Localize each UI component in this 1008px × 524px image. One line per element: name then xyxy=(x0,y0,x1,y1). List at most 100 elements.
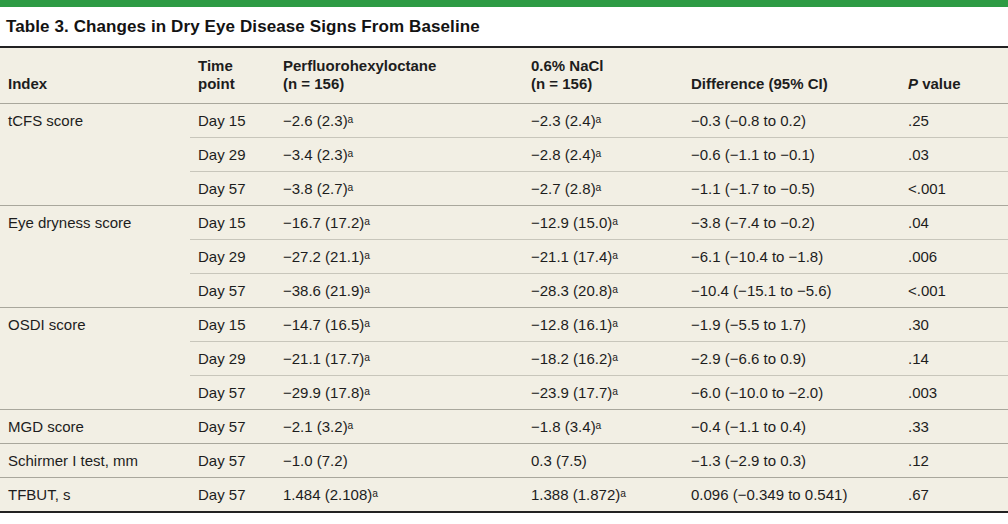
table-row: Eye dryness score Day 15 −16.7 (17.2)ᵃ −… xyxy=(0,206,1008,240)
table-row: Day 29 −21.1 (17.7)ᵃ −18.2 (16.2)ᵃ −2.9 … xyxy=(0,342,1008,376)
cell-time-point: Day 57 xyxy=(190,478,275,513)
cell-time-point: Day 15 xyxy=(190,104,275,138)
cell-index: OSDI score xyxy=(0,308,190,342)
col-header-p-value: P value xyxy=(900,48,1008,104)
cell-time-point: Day 29 xyxy=(190,342,275,376)
cell-difference: −1.1 (−1.7 to −0.5) xyxy=(683,172,900,206)
cell-index: tCFS score xyxy=(0,104,190,138)
header-line: (n = 156) xyxy=(283,75,515,93)
table-row: OSDI score Day 15 −14.7 (16.5)ᵃ −12.8 (1… xyxy=(0,308,1008,342)
cell-time-point: Day 57 xyxy=(190,410,275,444)
cell-nacl: −12.8 (16.1)ᵃ xyxy=(523,308,683,342)
cell-p-value: .006 xyxy=(900,240,1008,274)
cell-index xyxy=(0,342,190,376)
cell-p-value: .30 xyxy=(900,308,1008,342)
cell-time-point: Day 15 xyxy=(190,206,275,240)
cell-nacl: −12.9 (15.0)ᵃ xyxy=(523,206,683,240)
cell-p-value: .25 xyxy=(900,104,1008,138)
cell-p-value: .04 xyxy=(900,206,1008,240)
cell-difference: −3.8 (−7.4 to −0.2) xyxy=(683,206,900,240)
cell-nacl: −28.3 (20.8)ᵃ xyxy=(523,274,683,308)
cell-index: MGD score xyxy=(0,410,190,444)
table-row: MGD score Day 57 −2.1 (3.2)ᵃ −1.8 (3.4)ᵃ… xyxy=(0,410,1008,444)
header-line: (n = 156) xyxy=(531,75,675,93)
cell-p-value: .14 xyxy=(900,342,1008,376)
table-row: Schirmer I test, mm Day 57 −1.0 (7.2) 0.… xyxy=(0,444,1008,478)
col-header-index: Index xyxy=(0,48,190,104)
table-title: Table 3. Changes in Dry Eye Disease Sign… xyxy=(0,7,1008,48)
cell-index xyxy=(0,172,190,206)
cell-nacl: −18.2 (16.2)ᵃ xyxy=(523,342,683,376)
cell-time-point: Day 57 xyxy=(190,274,275,308)
cell-difference: −2.9 (−6.6 to 0.9) xyxy=(683,342,900,376)
cell-pfho: 1.484 (2.108)ᵃ xyxy=(275,478,523,513)
cell-index: Schirmer I test, mm xyxy=(0,444,190,478)
cell-p-value: .67 xyxy=(900,478,1008,513)
cell-index xyxy=(0,138,190,172)
cell-difference: −0.6 (−1.1 to −0.1) xyxy=(683,138,900,172)
cell-nacl: −2.8 (2.4)ᵃ xyxy=(523,138,683,172)
cell-nacl: 0.3 (7.5) xyxy=(523,444,683,478)
cell-pfho: −2.6 (2.3)ᵃ xyxy=(275,104,523,138)
table-row: Day 57 −38.6 (21.9)ᵃ −28.3 (20.8)ᵃ −10.4… xyxy=(0,274,1008,308)
p-value-italic: P xyxy=(908,75,918,92)
cell-nacl: −21.1 (17.4)ᵃ xyxy=(523,240,683,274)
cell-index xyxy=(0,274,190,308)
table-row: Day 57 −29.9 (17.8)ᵃ −23.9 (17.7)ᵃ −6.0 … xyxy=(0,376,1008,410)
cell-pfho: −14.7 (16.5)ᵃ xyxy=(275,308,523,342)
data-table: Index Time point Perfluorohexyloctane (n… xyxy=(0,48,1008,513)
cell-p-value: .003 xyxy=(900,376,1008,410)
cell-difference: −0.3 (−0.8 to 0.2) xyxy=(683,104,900,138)
cell-pfho: −38.6 (21.9)ᵃ xyxy=(275,274,523,308)
cell-time-point: Day 29 xyxy=(190,240,275,274)
cell-nacl: −23.9 (17.7)ᵃ xyxy=(523,376,683,410)
cell-difference: −10.4 (−15.1 to −5.6) xyxy=(683,274,900,308)
cell-index xyxy=(0,376,190,410)
cell-nacl: −2.3 (2.4)ᵃ xyxy=(523,104,683,138)
accent-bar xyxy=(0,0,1008,7)
cell-nacl: −1.8 (3.4)ᵃ xyxy=(523,410,683,444)
cell-difference: 0.096 (−0.349 to 0.541) xyxy=(683,478,900,513)
cell-time-point: Day 57 xyxy=(190,172,275,206)
cell-pfho: −27.2 (21.1)ᵃ xyxy=(275,240,523,274)
cell-time-point: Day 57 xyxy=(190,376,275,410)
cell-index: TFBUT, s xyxy=(0,478,190,513)
cell-pfho: −1.0 (7.2) xyxy=(275,444,523,478)
cell-index: Eye dryness score xyxy=(0,206,190,240)
cell-time-point: Day 29 xyxy=(190,138,275,172)
col-header-difference: Difference (95% CI) xyxy=(683,48,900,104)
cell-difference: −1.3 (−2.9 to 0.3) xyxy=(683,444,900,478)
header-row: Index Time point Perfluorohexyloctane (n… xyxy=(0,48,1008,104)
cell-pfho: −3.8 (2.7)ᵃ xyxy=(275,172,523,206)
cell-pfho: −21.1 (17.7)ᵃ xyxy=(275,342,523,376)
cell-p-value: <.001 xyxy=(900,274,1008,308)
table-row: Day 57 −3.8 (2.7)ᵃ −2.7 (2.8)ᵃ −1.1 (−1.… xyxy=(0,172,1008,206)
cell-difference: −6.0 (−10.0 to −2.0) xyxy=(683,376,900,410)
table-row: Day 29 −27.2 (21.1)ᵃ −21.1 (17.4)ᵃ −6.1 … xyxy=(0,240,1008,274)
table-figure: Table 3. Changes in Dry Eye Disease Sign… xyxy=(0,0,1008,513)
table-row: Day 29 −3.4 (2.3)ᵃ −2.8 (2.4)ᵃ −0.6 (−1.… xyxy=(0,138,1008,172)
header-line: Perfluorohexyloctane xyxy=(283,57,515,75)
cell-nacl: 1.388 (1.872)ᵃ xyxy=(523,478,683,513)
table-row: tCFS score Day 15 −2.6 (2.3)ᵃ −2.3 (2.4)… xyxy=(0,104,1008,138)
cell-pfho: −29.9 (17.8)ᵃ xyxy=(275,376,523,410)
cell-difference: −1.9 (−5.5 to 1.7) xyxy=(683,308,900,342)
table-row: TFBUT, s Day 57 1.484 (2.108)ᵃ 1.388 (1.… xyxy=(0,478,1008,513)
header-line: Time xyxy=(198,57,267,75)
col-header-nacl: 0.6% NaCl (n = 156) xyxy=(523,48,683,104)
cell-time-point: Day 57 xyxy=(190,444,275,478)
cell-p-value: .33 xyxy=(900,410,1008,444)
header-line: 0.6% NaCl xyxy=(531,57,675,75)
cell-p-value: .03 xyxy=(900,138,1008,172)
cell-time-point: Day 15 xyxy=(190,308,275,342)
col-header-perfluorohexyloctane: Perfluorohexyloctane (n = 156) xyxy=(275,48,523,104)
cell-index xyxy=(0,240,190,274)
cell-difference: −0.4 (−1.1 to 0.4) xyxy=(683,410,900,444)
cell-pfho: −3.4 (2.3)ᵃ xyxy=(275,138,523,172)
cell-p-value: .12 xyxy=(900,444,1008,478)
cell-nacl: −2.7 (2.8)ᵃ xyxy=(523,172,683,206)
header-line: point xyxy=(198,75,267,93)
cell-p-value: <.001 xyxy=(900,172,1008,206)
cell-pfho: −16.7 (17.2)ᵃ xyxy=(275,206,523,240)
cell-difference: −6.1 (−10.4 to −1.8) xyxy=(683,240,900,274)
